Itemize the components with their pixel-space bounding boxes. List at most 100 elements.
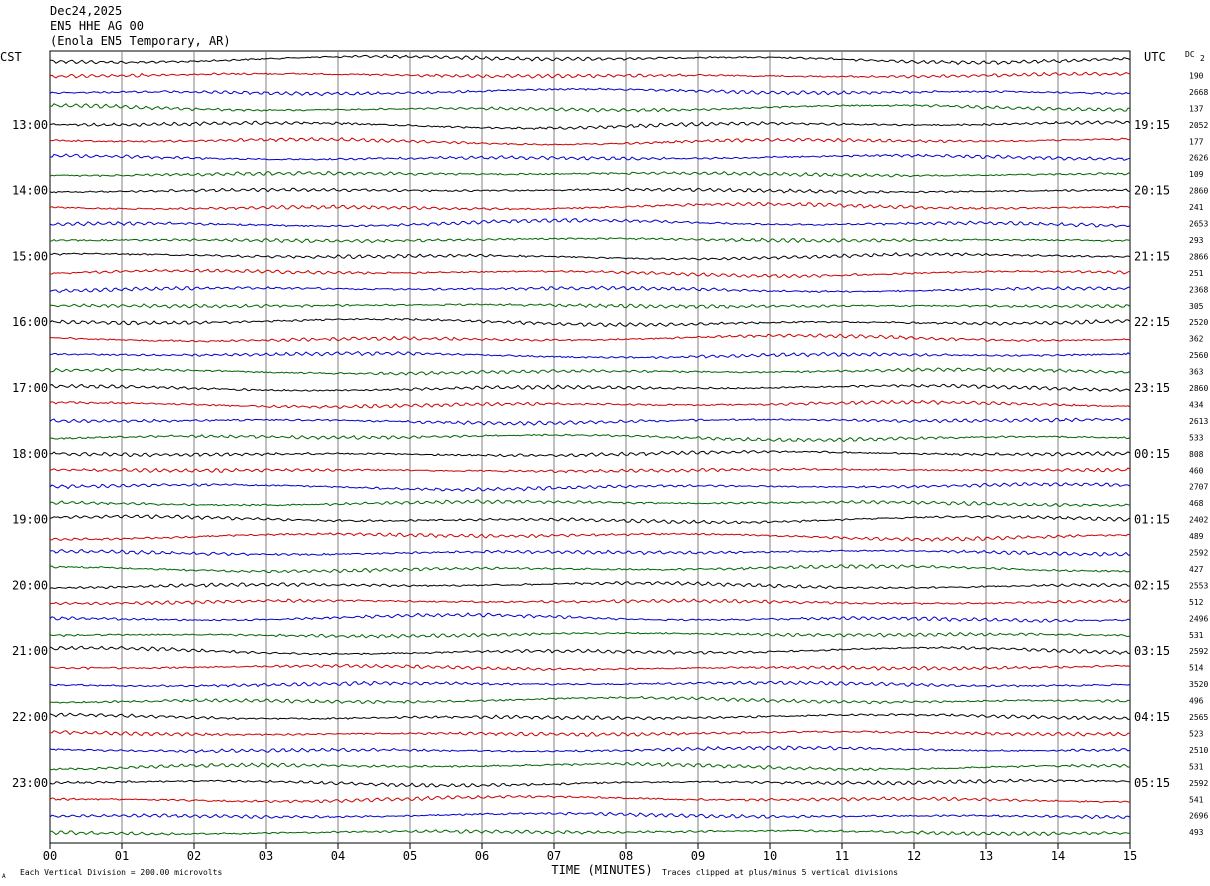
seismic-trace [49,581,1131,590]
seismic-trace [49,87,1131,97]
right-hour-label: 00:15 [1134,447,1170,461]
right-hour-label: 02:15 [1134,578,1170,592]
dc-offset-label: 468 [1189,499,1204,508]
dc-offset-label: 514 [1189,664,1204,673]
seismic-trace [49,499,1131,508]
seismic-trace [49,598,1131,606]
x-tick-label: 04 [331,849,345,863]
dc-offset-label: 460 [1189,466,1204,475]
seismic-trace [49,383,1131,392]
left-hour-label: 17:00 [12,381,48,395]
seismic-trace [49,351,1131,360]
dc-offset-label: 109 [1189,170,1204,179]
seismic-trace [49,433,1131,443]
scale-note: Each Vertical Division = 200.00 microvol… [20,868,222,877]
seismic-trace [49,761,1131,771]
seismic-trace [49,333,1131,343]
x-tick-label: 00 [43,849,57,863]
dc-offset-label: 2368 [1189,285,1208,294]
dc-offset-label: 541 [1189,795,1204,804]
x-axis-label: TIME (MINUTES) [551,863,652,877]
seismic-trace [49,549,1131,557]
left-hour-label: 13:00 [12,118,48,132]
seismic-trace [49,532,1131,543]
right-hour-label: 05:15 [1134,776,1170,790]
x-tick-label: 03 [259,849,273,863]
right-hour-label: 04:15 [1134,710,1170,724]
dc-offset-label: 2592 [1189,779,1208,788]
dc-offset-label: 489 [1189,532,1204,541]
left-hour-label: 21:00 [12,644,48,658]
right-hour-label: 20:15 [1134,184,1170,198]
dc-offset-label: 137 [1189,104,1204,113]
right-hour-label: 01:15 [1134,513,1170,527]
seismic-trace [49,514,1131,525]
header-date: Dec24,2025 [50,4,123,18]
seismic-trace [49,317,1131,328]
dc-offset-label: 241 [1189,203,1204,212]
dc-label: DC [1185,50,1195,59]
x-tick-label: 01 [115,849,129,863]
right-hour-label: 23:15 [1134,381,1170,395]
left-hour-label: 20:00 [12,578,48,592]
x-tick-label: 11 [835,849,849,863]
trace-group [49,54,1131,837]
dc-offset-label: 434 [1189,400,1204,409]
left-hour-labels: 13:00 14:00 15:00 16:00 17:00 18:00 19:00 20:00… [12,118,48,790]
seismic-trace [50,103,1131,113]
dc-offset-label: 2592 [1189,549,1208,558]
seismic-trace [50,268,1131,278]
seismic-trace [49,153,1131,161]
seismic-trace [49,563,1131,574]
x-tick-labels: 00 01 02 03 04 05 06 07 08 09 10 11 12 13 14 15 [43,843,1137,863]
seismic-trace [49,663,1131,672]
seismic-trace [49,285,1131,293]
left-hour-label: 15:00 [12,249,48,263]
dc-offset-label: 2860 [1189,384,1208,393]
dc-offset-label: 2553 [1189,581,1208,590]
seismic-trace [49,237,1131,244]
seismic-trace [49,303,1131,309]
seismic-trace [49,170,1131,178]
seismic-trace [49,201,1131,211]
dc-first-value: 2 [1200,54,1205,63]
dc-offset-label: 2626 [1189,154,1208,163]
seismic-trace [50,449,1131,458]
seismic-trace [49,136,1130,146]
seismic-trace [49,252,1131,261]
dc-offset-label: 293 [1189,236,1204,245]
left-hour-label: 22:00 [12,710,48,724]
left-hour-label: 19:00 [12,513,48,527]
plot-border [49,50,1131,844]
dc-offset-label: 190 [1189,71,1204,80]
grid-lines [49,50,1131,844]
x-tick-label: 13 [979,849,993,863]
seismic-trace [49,778,1131,788]
dc-offset-label: 531 [1189,762,1204,771]
dc-offset-label: 2613 [1189,417,1208,426]
dc-offset-label: 2860 [1189,187,1208,196]
dc-offset-label: 2560 [1189,351,1208,360]
x-tick-label: 02 [187,849,201,863]
x-tick-label: 10 [763,849,777,863]
right-hour-labels: 19:15 20:15 21:15 22:15 23:15 00:15 01:15 02:15… [1134,118,1170,790]
seismic-trace [49,187,1131,194]
x-tick-label: 15 [1123,849,1137,863]
x-tick-label: 12 [907,849,921,863]
dc-offset-label: 2653 [1189,220,1208,229]
dc-offset-label: 177 [1189,137,1204,146]
dc-offset-label: 808 [1189,450,1204,459]
dc-offset-label: 2696 [1189,812,1208,821]
seismic-trace [49,730,1131,737]
right-hour-label: 22:15 [1134,315,1170,329]
dc-offset-label: 2402 [1189,516,1208,525]
seismic-trace [49,612,1131,623]
x-tick-label: 08 [619,849,633,863]
seismic-trace [49,680,1131,688]
right-hour-label: 19:15 [1134,118,1170,132]
dc-offset-label: 523 [1189,729,1204,738]
seismic-trace [50,695,1131,705]
header-station: (Enola EN5 Temporary, AR) [50,34,231,48]
seismic-trace [49,631,1131,639]
